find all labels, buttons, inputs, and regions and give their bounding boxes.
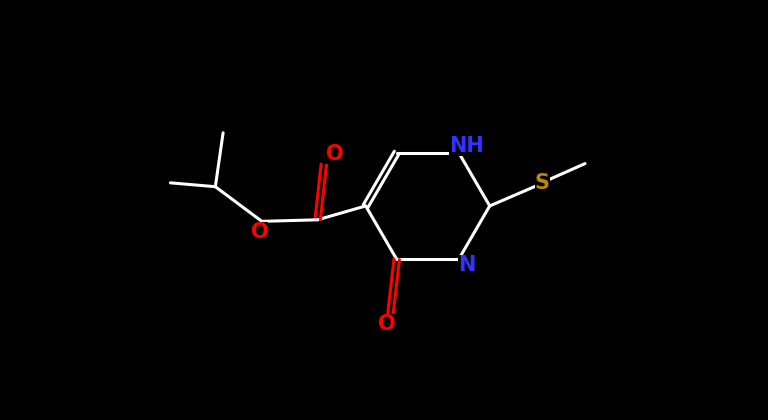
Text: N: N [458,255,475,276]
Text: O: O [326,144,343,163]
Text: S: S [535,173,550,193]
Text: NH: NH [449,136,484,156]
Text: O: O [378,314,396,334]
Text: O: O [250,222,268,242]
